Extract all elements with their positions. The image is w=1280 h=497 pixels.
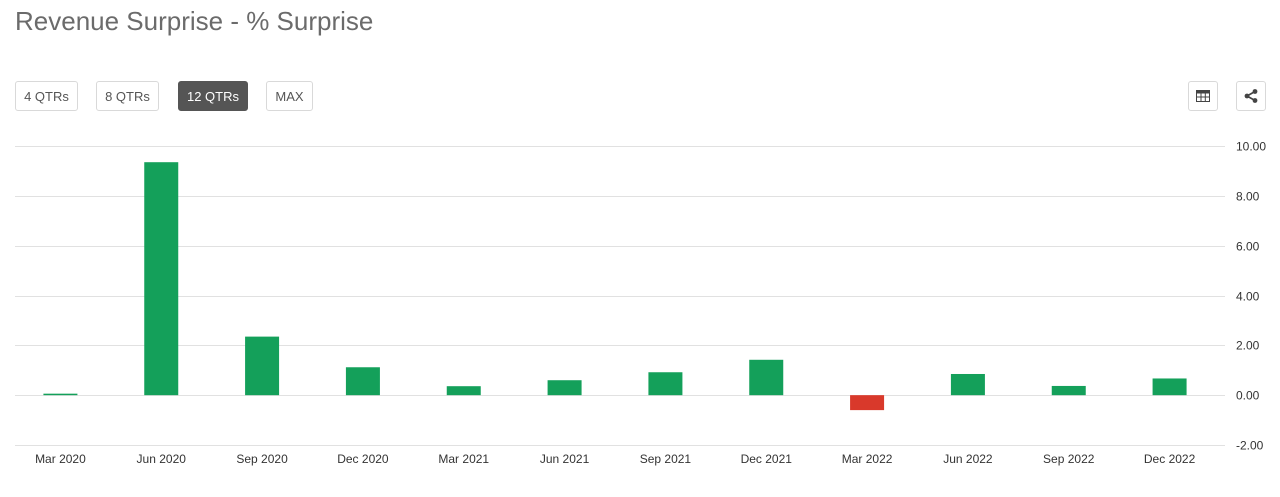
bar-sep-2020[interactable] xyxy=(245,336,280,396)
y-tick-label: 4.00 xyxy=(1236,290,1260,304)
y-tick-label: 0.00 xyxy=(1236,389,1260,403)
x-tick-label: Jun 2022 xyxy=(943,452,993,466)
bar-sep-2022[interactable] xyxy=(1051,385,1086,396)
table-icon xyxy=(1196,90,1210,102)
x-tick-label: Mar 2020 xyxy=(35,452,86,466)
range-button-8-qtrs[interactable]: 8 QTRs xyxy=(96,81,159,111)
y-tick-label: 2.00 xyxy=(1236,339,1260,353)
share-button[interactable] xyxy=(1236,81,1266,111)
x-tick-label: Jun 2021 xyxy=(540,452,590,466)
range-button-4-qtrs[interactable]: 4 QTRs xyxy=(15,81,78,111)
x-tick-label: Dec 2021 xyxy=(741,452,793,466)
bar-dec-2020[interactable] xyxy=(345,367,380,396)
y-tick-label: 10.00 xyxy=(1236,140,1266,154)
y-tick-label: -2.00 xyxy=(1236,439,1264,453)
bar-mar-2022[interactable] xyxy=(850,395,885,411)
bar-sep-2021[interactable] xyxy=(648,372,683,396)
y-tick-label: 8.00 xyxy=(1236,190,1260,204)
bar-dec-2021[interactable] xyxy=(749,359,784,396)
x-tick-label: Sep 2021 xyxy=(640,452,692,466)
x-tick-label: Sep 2022 xyxy=(1043,452,1095,466)
bar-dec-2022[interactable] xyxy=(1152,378,1187,396)
x-tick-label: Dec 2022 xyxy=(1144,452,1196,466)
x-tick-label: Dec 2020 xyxy=(337,452,389,466)
y-tick-label: 6.00 xyxy=(1236,240,1260,254)
bar-jun-2022[interactable] xyxy=(950,373,985,396)
table-view-button[interactable] xyxy=(1188,81,1218,111)
x-tick-label: Mar 2022 xyxy=(842,452,893,466)
page-title: Revenue Surprise - % Surprise xyxy=(15,6,374,36)
x-tick-label: Jun 2020 xyxy=(137,452,187,466)
bar-mar-2020[interactable] xyxy=(43,393,78,396)
range-button-max[interactable]: MAX xyxy=(266,81,313,111)
range-button-12-qtrs[interactable]: 12 QTRs xyxy=(178,81,248,111)
x-tick-label: Sep 2020 xyxy=(236,452,288,466)
share-icon xyxy=(1244,89,1258,103)
bar-jun-2020[interactable] xyxy=(144,162,179,396)
bar-jun-2021[interactable] xyxy=(547,380,582,396)
bar-mar-2021[interactable] xyxy=(446,386,481,396)
x-tick-label: Mar 2021 xyxy=(438,452,489,466)
